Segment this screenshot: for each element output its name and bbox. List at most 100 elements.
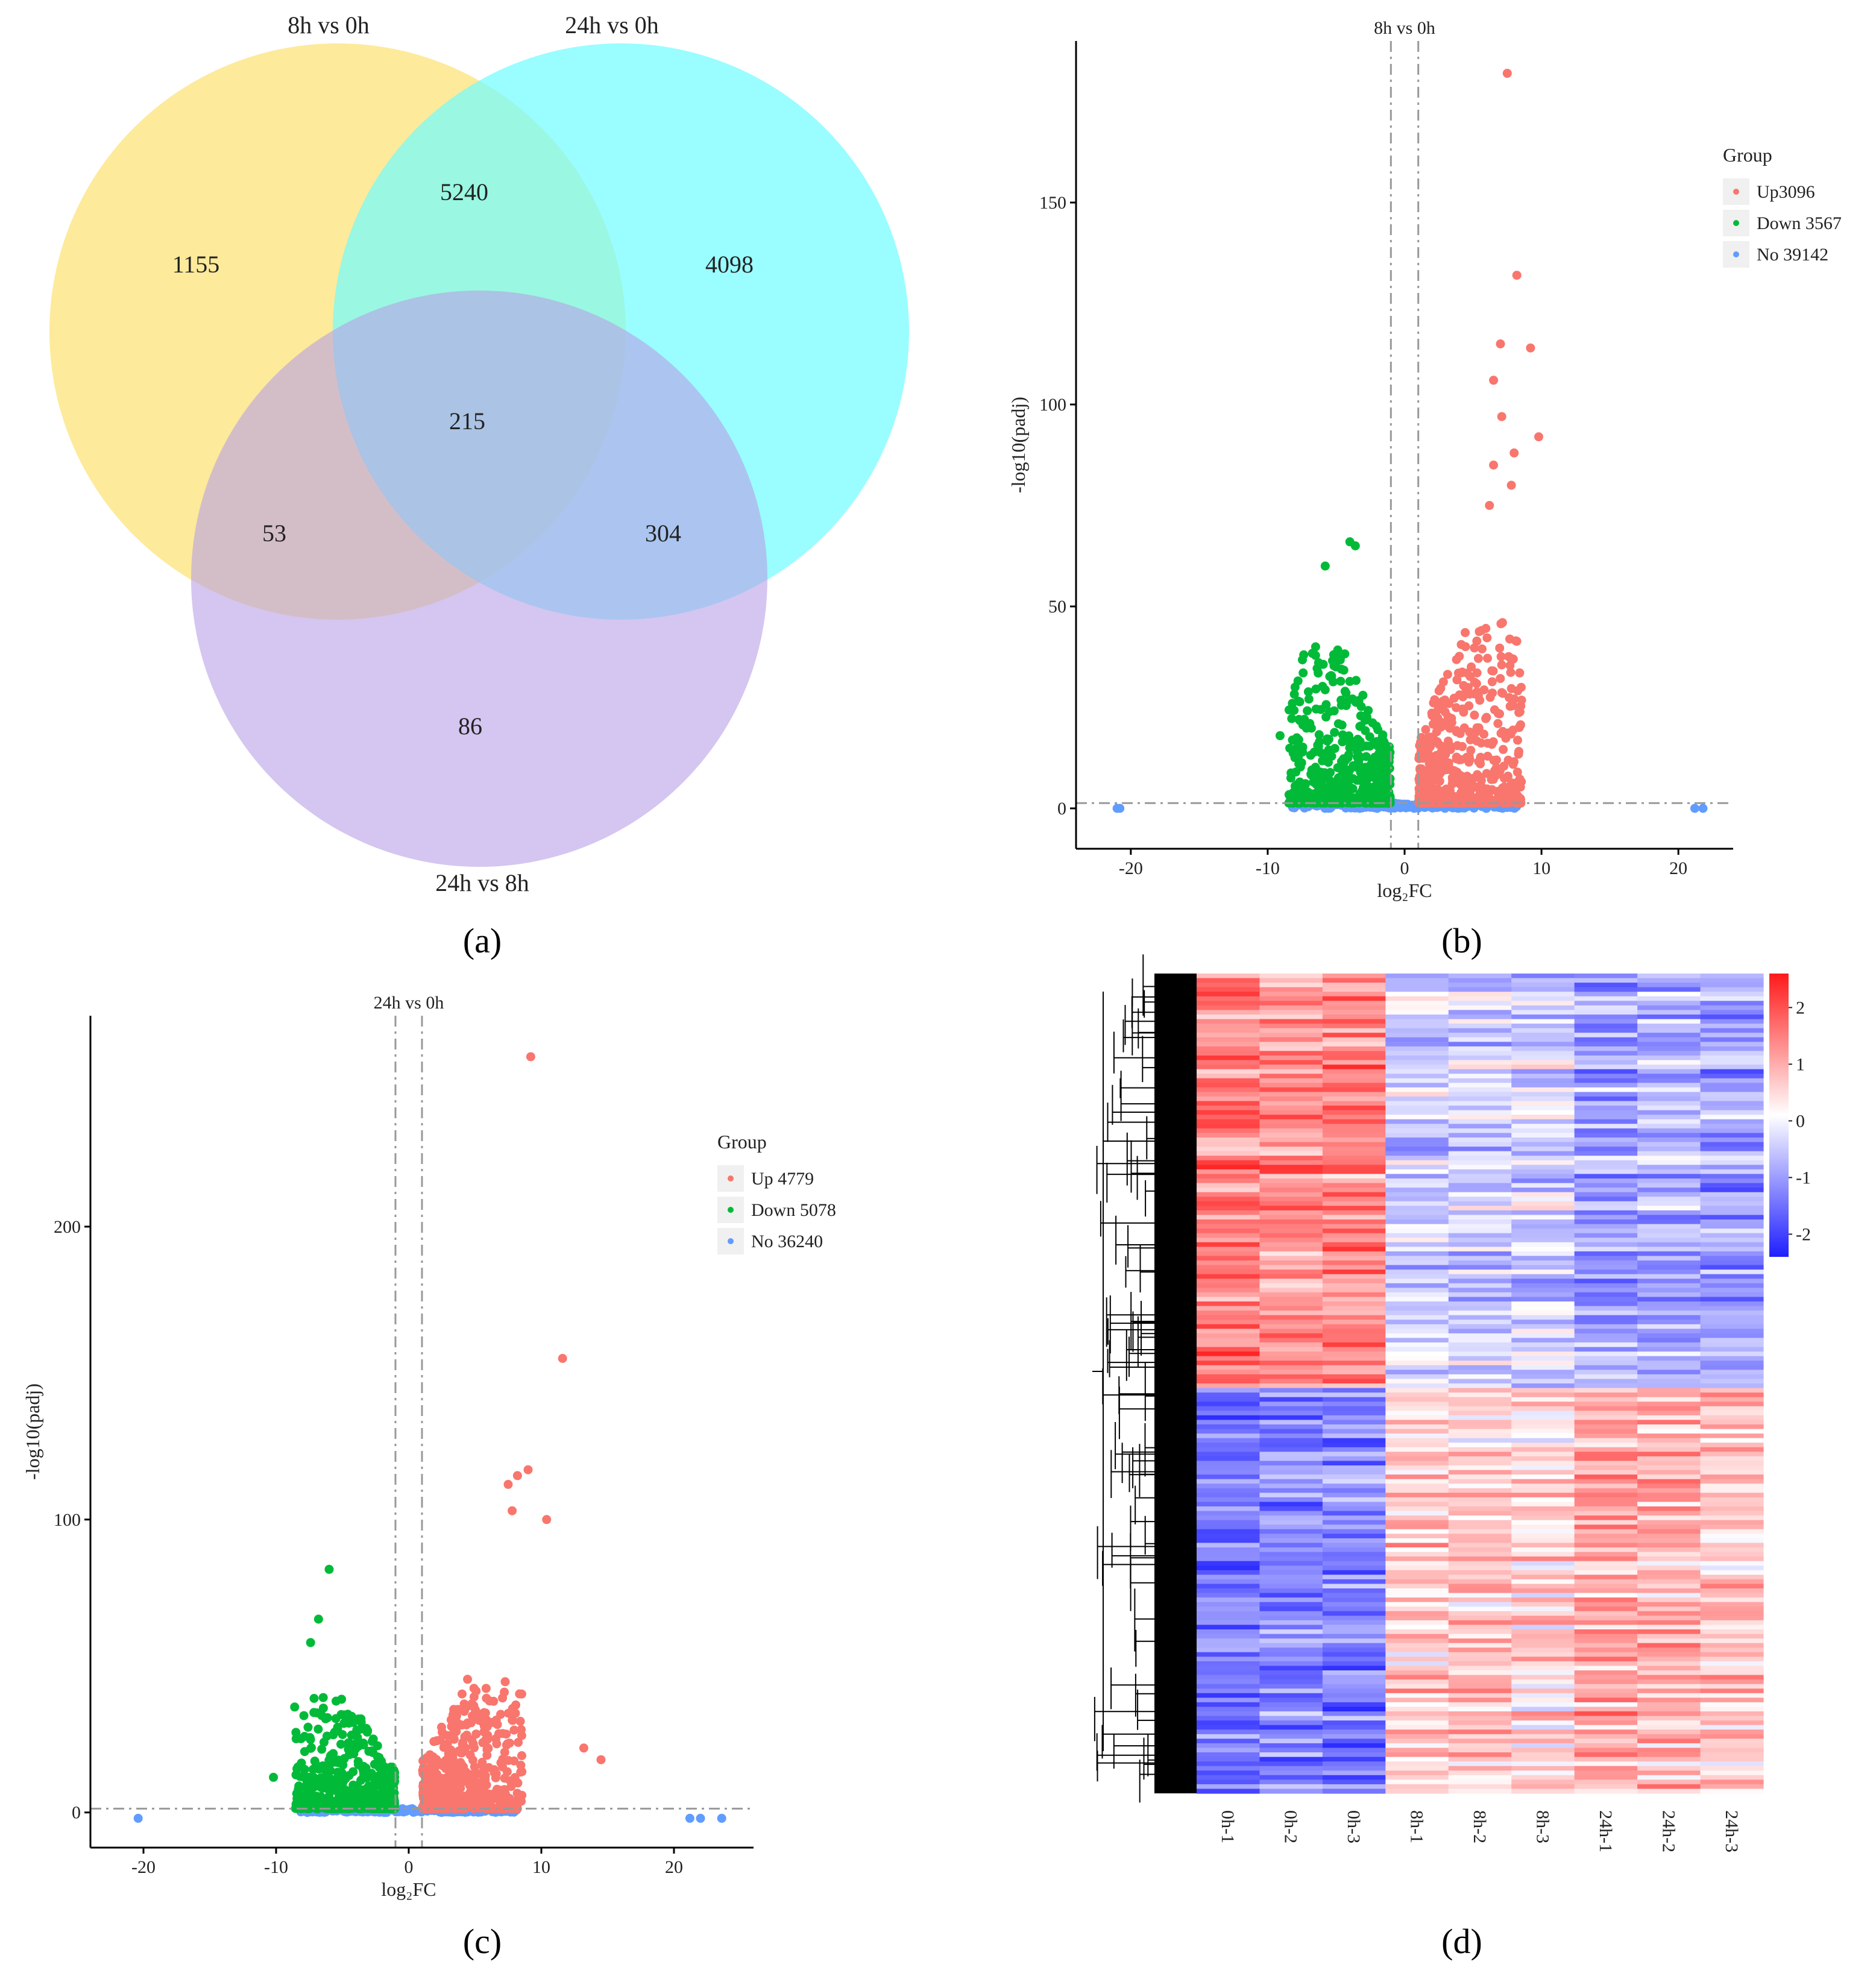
point-up (473, 1711, 482, 1720)
point-down (291, 1734, 301, 1743)
heatmap-cell (1511, 1602, 1575, 1607)
point-up (1514, 747, 1523, 756)
heatmap-cell (1259, 1602, 1323, 1607)
heatmap-cell (1700, 1015, 1764, 1020)
heatmap-cell (1197, 1251, 1261, 1257)
heatmap-cell (1637, 1192, 1701, 1197)
heatmap-cell (1574, 1406, 1638, 1411)
heatmap-cell (1637, 1565, 1701, 1571)
heatmap-cell (1700, 1306, 1764, 1311)
heatmap-cell (1197, 1324, 1261, 1329)
heatmap-cell (1511, 1242, 1575, 1247)
heatmap-cell (1574, 1233, 1638, 1238)
heatmap-cell (1511, 1019, 1575, 1024)
point-up (1512, 767, 1522, 777)
point-down (1288, 735, 1297, 745)
heatmap-cell (1385, 1725, 1449, 1730)
heatmap-cell (1511, 1292, 1575, 1298)
heatmap-cell (1574, 1748, 1638, 1753)
heatmap-cell (1385, 1420, 1449, 1425)
heatmap-cell (1385, 1734, 1449, 1739)
heatmap-cell (1322, 1575, 1386, 1580)
heatmap-cell (1385, 1133, 1449, 1138)
heatmap-cell (1259, 1543, 1323, 1548)
point-down (1349, 774, 1358, 784)
heatmap-cell (1448, 1238, 1512, 1243)
heatmap-cell (1197, 1620, 1261, 1626)
legend-marker (1733, 189, 1739, 195)
heatmap-cell (1637, 1629, 1701, 1635)
heatmap-cell (1385, 1529, 1449, 1534)
point-up (1438, 702, 1447, 712)
heatmap-cell (1197, 1078, 1261, 1083)
heatmap-cell (1448, 978, 1512, 983)
heatmap-cell (1637, 1324, 1701, 1329)
heatmap-cell (1511, 1101, 1575, 1106)
heatmap-cell (1259, 1142, 1323, 1147)
heatmap-cell (1448, 1301, 1512, 1307)
heatmap-cell (1637, 1183, 1701, 1188)
heatmap-cell (1448, 1297, 1512, 1302)
point-down (1319, 773, 1329, 782)
heatmap-cell (1448, 974, 1512, 979)
heatmap-cell (1448, 1465, 1512, 1471)
heatmap-cell (1448, 1124, 1512, 1129)
heatmap-cell (1511, 1224, 1575, 1229)
heatmap-cell (1511, 1588, 1575, 1594)
heatmap-cell (1448, 1019, 1512, 1024)
heatmap-cell (1637, 1247, 1701, 1252)
heatmap-cell (1322, 1229, 1386, 1234)
heatmap-cell (1259, 1575, 1323, 1580)
heatmap-cell (1385, 1315, 1449, 1320)
point-down (1289, 690, 1299, 699)
heatmap-cell (1637, 1137, 1701, 1143)
heatmap-cell (1511, 1406, 1575, 1411)
heatmap-cell (1574, 1757, 1638, 1762)
heatmap-cell (1700, 1456, 1764, 1462)
point-up (1481, 624, 1491, 633)
heatmap-cell (1385, 1051, 1449, 1056)
venn-title-8h-vs-0h: 8h vs 0h (288, 11, 370, 39)
heatmap-cell (1637, 1074, 1701, 1079)
heatmap-cell (1322, 1142, 1386, 1147)
heatmap-cell (1322, 1770, 1386, 1776)
heatmap-cell (1322, 1684, 1386, 1689)
heatmap-cell (1511, 1156, 1575, 1161)
heatmap-cell (1511, 1233, 1575, 1238)
heatmap-cell (1448, 1219, 1512, 1225)
point-up (1497, 412, 1506, 421)
heatmap-cell (1197, 1720, 1261, 1726)
heatmap-cell (1322, 1693, 1386, 1698)
heatmap-cell (1259, 1743, 1323, 1749)
heatmap-cell (1322, 1766, 1386, 1771)
heatmap-cell (1259, 1247, 1323, 1252)
heatmap-cell (1511, 1370, 1575, 1375)
heatmap-cell (1511, 1087, 1575, 1093)
heatmap-cell (1322, 1456, 1386, 1462)
heatmap-cell (1700, 1415, 1764, 1421)
heatmap-cell (1322, 1688, 1386, 1694)
heatmap-cell (1637, 1288, 1701, 1293)
heatmap-cell (1385, 1320, 1449, 1325)
heatmap-cell (1322, 1192, 1386, 1197)
heatmap-cell (1511, 1611, 1575, 1616)
heatmap-cell (1448, 1666, 1512, 1671)
heatmap-cell (1385, 1575, 1449, 1580)
heatmap-cell (1385, 1684, 1449, 1689)
point-up (492, 1794, 502, 1804)
heatmap-cell (1448, 1561, 1512, 1566)
heatmap-cell (1574, 1524, 1638, 1530)
heatmap-cell (1637, 1529, 1701, 1534)
heatmap-cell (1385, 1779, 1449, 1785)
heatmap-cell (1574, 1229, 1638, 1234)
point-down (1294, 750, 1303, 760)
heatmap-cell (1700, 1484, 1764, 1489)
heatmap-cell (1197, 1447, 1261, 1452)
heatmap-cell (1574, 1452, 1638, 1457)
venn-count-8h-24hv8h: 53 (262, 520, 286, 547)
point-up (1482, 633, 1492, 643)
heatmap-cell (1322, 1438, 1386, 1443)
x-tick-label: 0 (404, 1857, 414, 1877)
heatmap-cell (1574, 1110, 1638, 1115)
heatmap-cell (1637, 1242, 1701, 1247)
